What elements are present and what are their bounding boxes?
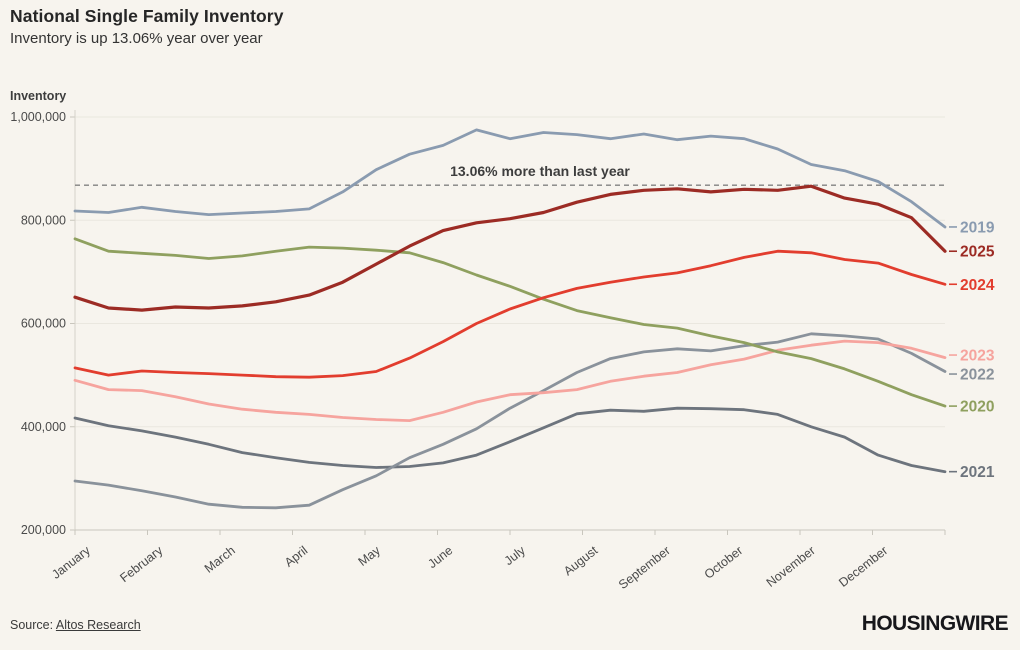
series-line-2025 [73, 184, 947, 312]
legend-label-2019: 2019 [960, 219, 995, 236]
page-title: National Single Family Inventory [10, 6, 284, 26]
housingwire-logo: HOUSINGWIRE [861, 612, 1009, 635]
series-line-2023 [73, 339, 947, 423]
series-line-2019 [73, 128, 947, 229]
legend-label-2024: 2024 [960, 277, 995, 294]
chart-header: National Single Family Inventory Invento… [10, 6, 284, 47]
annotation-label: 13.06% more than last year [450, 163, 630, 179]
page-subtitle: Inventory is up 13.06% year over year [10, 30, 263, 47]
series-line-2022 [73, 332, 947, 510]
y-tick-label: 200,000 [21, 523, 66, 537]
y-tick-label: 800,000 [21, 213, 66, 227]
y-tick-label: 400,000 [21, 420, 66, 434]
x-tick-label: June [425, 543, 455, 571]
x-tick-label: March [202, 543, 238, 575]
y-tick-label: 600,000 [21, 317, 66, 331]
series-line-2021 [73, 406, 947, 474]
x-tick-label: January [49, 543, 93, 582]
x-tick-label: July [502, 543, 529, 568]
legend-label-2025: 2025 [960, 244, 995, 261]
x-tick-label: May [356, 543, 384, 569]
x-tick-label: April [282, 543, 310, 569]
x-tick-label: August [561, 543, 601, 578]
y-tick-label: 1,000,000 [10, 110, 66, 124]
x-tick-label: November [764, 543, 818, 590]
x-tick-label: February [117, 543, 166, 585]
y-axis-title: Inventory [10, 89, 67, 103]
legend-label-2020: 2020 [960, 399, 994, 416]
x-tick-label: October [702, 543, 746, 581]
x-tick-label: September [616, 543, 673, 592]
legend-label-2023: 2023 [960, 348, 995, 365]
chart-footer: Source: Altos Research HOUSINGWIRE [0, 612, 1020, 650]
source-line: Source: Altos Research [10, 618, 141, 632]
source-prefix: Source: [10, 618, 54, 632]
series-line-2020 [73, 237, 947, 408]
series-line-2024 [73, 249, 947, 379]
legend-label-2021: 2021 [960, 464, 995, 481]
source-link[interactable]: Altos Research [55, 618, 141, 632]
legend-label-2022: 2022 [960, 367, 994, 384]
x-tick-label: December [836, 543, 890, 590]
